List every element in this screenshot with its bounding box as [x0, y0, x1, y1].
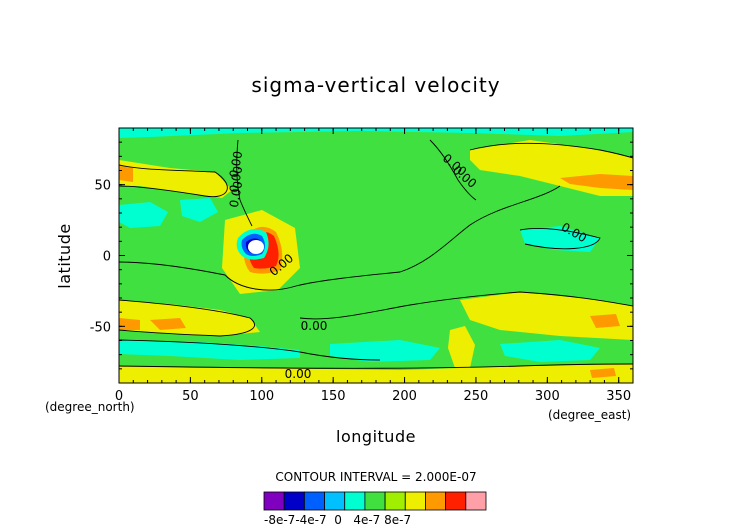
colorbar-swatch: [445, 491, 467, 511]
x-tick-label: 300: [535, 389, 560, 404]
contour-label: 0.00: [285, 367, 312, 381]
contour-line-9: [429, 139, 477, 201]
x-tick-label: 200: [392, 389, 417, 404]
y-tick-label: -50: [90, 320, 111, 335]
x-unit-label: (degree_east): [548, 408, 631, 422]
south-cyan-region-east: [330, 340, 440, 362]
contour-interval-text: CONTOUR INTERVAL = 2.000E-07: [275, 470, 476, 484]
south-cyan-region-east-2: [500, 340, 600, 362]
south-cyan-region: [119, 340, 300, 360]
colorbar: [263, 491, 487, 511]
west-cyan-region: [119, 202, 168, 228]
south-yellow-region: [119, 300, 260, 336]
colorbar-swatch: [465, 491, 487, 511]
colorbar-labels: -8e-7-4e-7 0 4e-7 8e-7: [264, 513, 411, 527]
contour-line-1: [119, 164, 228, 198]
south-yellow-region-east: [460, 292, 633, 340]
y-axis-label: latitude: [55, 223, 74, 288]
colorbar-swatch: [263, 491, 285, 511]
tick-labels: 0 50 100 150 200 250 300 350 50 0 -50: [90, 179, 631, 404]
contour-line-3: [469, 142, 633, 159]
colorbar-swatch: [344, 491, 366, 511]
contour-label: 0.00: [227, 165, 245, 194]
colorbar-swatch: [283, 491, 305, 511]
dipole-white-core: [248, 240, 264, 254]
y-unit-label: (degree_north): [45, 400, 135, 414]
north-orange-region-west: [119, 166, 133, 182]
antarctic-orange-region: [590, 368, 616, 378]
colorbar-swatch: [364, 491, 386, 511]
north-orange-region: [560, 174, 633, 190]
contour-label: 0.00: [227, 150, 245, 179]
contour-line-4: [119, 299, 255, 337]
x-tick-label: 0: [115, 389, 123, 404]
contour-line-7: [119, 363, 633, 369]
x-tick-label: 150: [321, 389, 346, 404]
south-orange-region-3: [590, 314, 620, 328]
colorbar-swatch: [303, 491, 325, 511]
contour-line-5: [299, 291, 633, 320]
tick-marks: [118, 127, 634, 384]
colorbar-swatch: [404, 491, 426, 511]
contour-lines: [119, 139, 633, 369]
antarctic-yellow-region: [119, 364, 633, 383]
chart-title: sigma-vertical velocity: [251, 73, 500, 97]
south-orange-region-2: [150, 318, 186, 330]
x-tick-label: 50: [182, 389, 199, 404]
heatmap-field: [119, 128, 633, 383]
contour-line-6: [119, 339, 381, 361]
contour-line-10: [519, 228, 601, 250]
contour-line-8: [236, 139, 253, 227]
contour-line-2: [119, 185, 561, 291]
north-yellow-region: [119, 160, 232, 198]
x-tick-label: 350: [606, 389, 631, 404]
colorbar-swatch: [384, 491, 406, 511]
antarctic-yellow-region-tongue: [448, 326, 475, 368]
x-tick-label: 250: [464, 389, 489, 404]
east-cyan-region: [520, 226, 600, 252]
contour-label: 0.00: [227, 180, 245, 209]
y-tick-label: 0: [103, 250, 111, 265]
x-tick-label: 100: [249, 389, 274, 404]
colorbar-swatch: [324, 491, 346, 511]
y-tick-label: 50: [94, 179, 111, 194]
colorbar-swatch: [425, 491, 447, 511]
south-orange-region: [119, 318, 140, 330]
x-axis-label: longitude: [336, 427, 416, 446]
contour-label: 0.00: [301, 319, 328, 333]
west-cyan-region-2: [180, 198, 218, 222]
